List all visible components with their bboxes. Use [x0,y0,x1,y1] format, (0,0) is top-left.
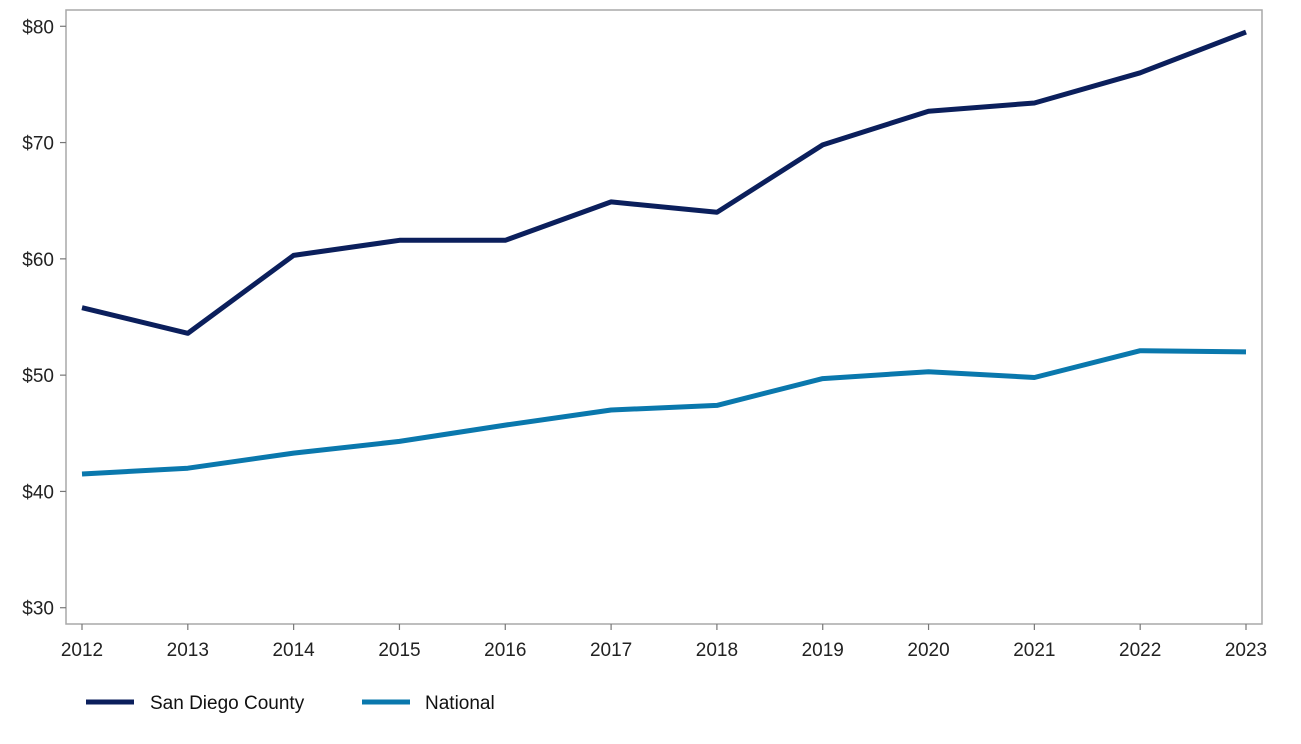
x-tick-label: 2022 [1119,640,1161,661]
y-axis: $30 $40 $50 $60 $70 $80 [22,17,66,620]
y-tick-label: $70 [22,134,54,155]
y-tick-label: $50 [22,366,54,387]
y-tick-label: $80 [22,17,54,38]
series-layer [81,29,1247,477]
x-tick-label: 2017 [590,640,632,661]
y-tick-label: $60 [22,250,54,271]
series-line-national [81,348,1247,477]
x-tick-label: 2021 [1013,640,1055,661]
x-tick-label: 2020 [907,640,949,661]
legend-label: National [425,693,495,714]
x-tick-label: 2012 [61,640,103,661]
x-tick-label: 2016 [484,640,526,661]
legend: San Diego County National [86,693,495,714]
x-tick-label: 2023 [1225,640,1267,661]
plot-area-frame [65,9,1263,625]
y-tick-label: $30 [22,599,54,620]
x-axis: 2012 2013 2014 2015 2016 2017 2018 2019 2020 2021… [61,624,1267,661]
series-line-san-diego-county [81,29,1247,336]
y-tick-label: $40 [22,482,54,503]
legend-label: San Diego County [150,693,305,714]
x-tick-label: 2013 [167,640,209,661]
x-tick-label: 2015 [378,640,420,661]
x-tick-label: 2019 [802,640,844,661]
x-tick-label: 2018 [696,640,738,661]
x-tick-label: 2014 [272,640,315,661]
